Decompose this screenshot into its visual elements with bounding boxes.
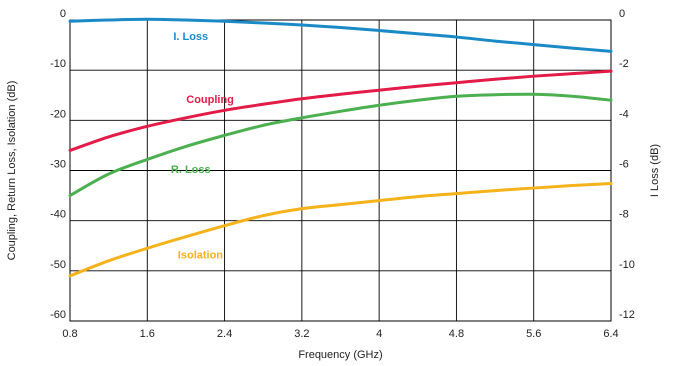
series-line-i-loss [68,17,613,53]
series-line-isolation [68,182,613,278]
y2-tick-label: -4 [619,108,629,120]
y2-tick-label: -8 [619,209,629,221]
series-line-r-loss [68,92,613,198]
y-tick-label: -40 [50,209,66,221]
y-tick-label: -60 [50,309,66,321]
series-line-coupling [68,69,613,152]
y-axis-ticks: 0 -10 -20 -30 -40 -50 -60 [50,8,66,321]
y-tick-label: -20 [50,108,66,120]
y-tick-label: -50 [50,259,66,271]
series-label-i-loss: I. Loss [173,31,208,43]
x-tick-label: 4 [376,328,382,340]
y2-tick-label: -12 [619,309,635,321]
y2-tick-label: 0 [619,8,625,20]
x-tick-label: 2.4 [217,328,232,340]
series-label-isolation: Isolation [178,249,224,261]
x-tick-label: 1.6 [140,328,155,340]
x-tick-label: 3.2 [294,328,309,340]
x-tick-label: 5.6 [526,328,541,340]
x-axis-title: Frequency (GHz) [298,349,382,361]
y2-tick-label: -10 [619,259,635,271]
y2-tick-label: -2 [619,58,629,70]
plot-frame [69,19,612,322]
y-axis-title: Coupling, Return Loss, Isolation (dB) [6,81,18,261]
series-label-r-loss: R. Loss [171,164,211,176]
y2-axis-ticks: 0 -2 -4 -6 -8 -10 -12 [619,8,635,321]
series-lines [68,17,613,278]
x-tick-label: 4.8 [449,328,464,340]
y-tick-label: 0 [60,8,66,20]
y-tick-label: -30 [50,159,66,171]
series-label-coupling: Coupling [186,94,234,106]
series-labels: I. Loss Coupling R. Loss Isolation [171,31,234,261]
y-tick-label: -10 [50,58,66,70]
x-tick-label: 0.8 [62,328,77,340]
x-tick-label: 6.4 [603,328,618,340]
x-axis-ticks: 0.8 1.6 2.4 3.2 4 4.8 5.6 6.4 [62,328,618,340]
grid [70,20,611,321]
y2-tick-label: -6 [619,159,629,171]
y2-axis-title: I Loss (dB) [649,144,661,197]
